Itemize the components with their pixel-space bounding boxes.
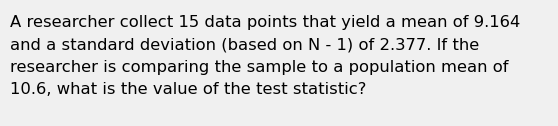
Text: A researcher collect 15 data points that yield a mean of 9.164
and a standard de: A researcher collect 15 data points that… (10, 15, 520, 97)
